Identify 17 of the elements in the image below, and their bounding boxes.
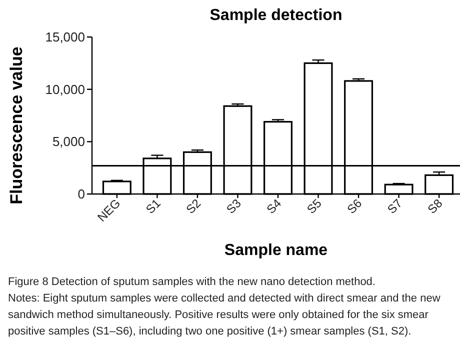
x-tick-label: S4 [264, 196, 284, 217]
chart-title: Sample detection [210, 7, 342, 24]
x-tick-label: S3 [224, 196, 244, 217]
x-tick-label: S1 [143, 196, 164, 217]
x-tick-label: S2 [183, 196, 204, 217]
x-tick-label: S5 [304, 196, 325, 217]
x-axis-title: Sample name [224, 242, 328, 259]
x-tick-label: S8 [424, 196, 446, 217]
x-tick-label: S7 [384, 196, 406, 217]
text: Notes: Eight sputum samples were collected and detected with direct smear and the new sandwich method simultaneously. Positive results were only obtained for the six smear positive samples (S1–S6), including two one positive (1+) smear samples (S1, S2). [8, 292, 440, 338]
y-tick-label: 5,000 [52, 134, 85, 150]
caption: Figure 8 Detection of sputum samples with the new nano detection method. [8, 276, 376, 288]
x-tick-label: S6 [344, 196, 365, 217]
y-tick-label: 0 [78, 186, 85, 202]
y-tick-label: 10,000 [45, 82, 85, 97]
y-axis-title: Fluorescence value [7, 46, 26, 204]
y-tick-label: 15,000 [45, 30, 85, 45]
